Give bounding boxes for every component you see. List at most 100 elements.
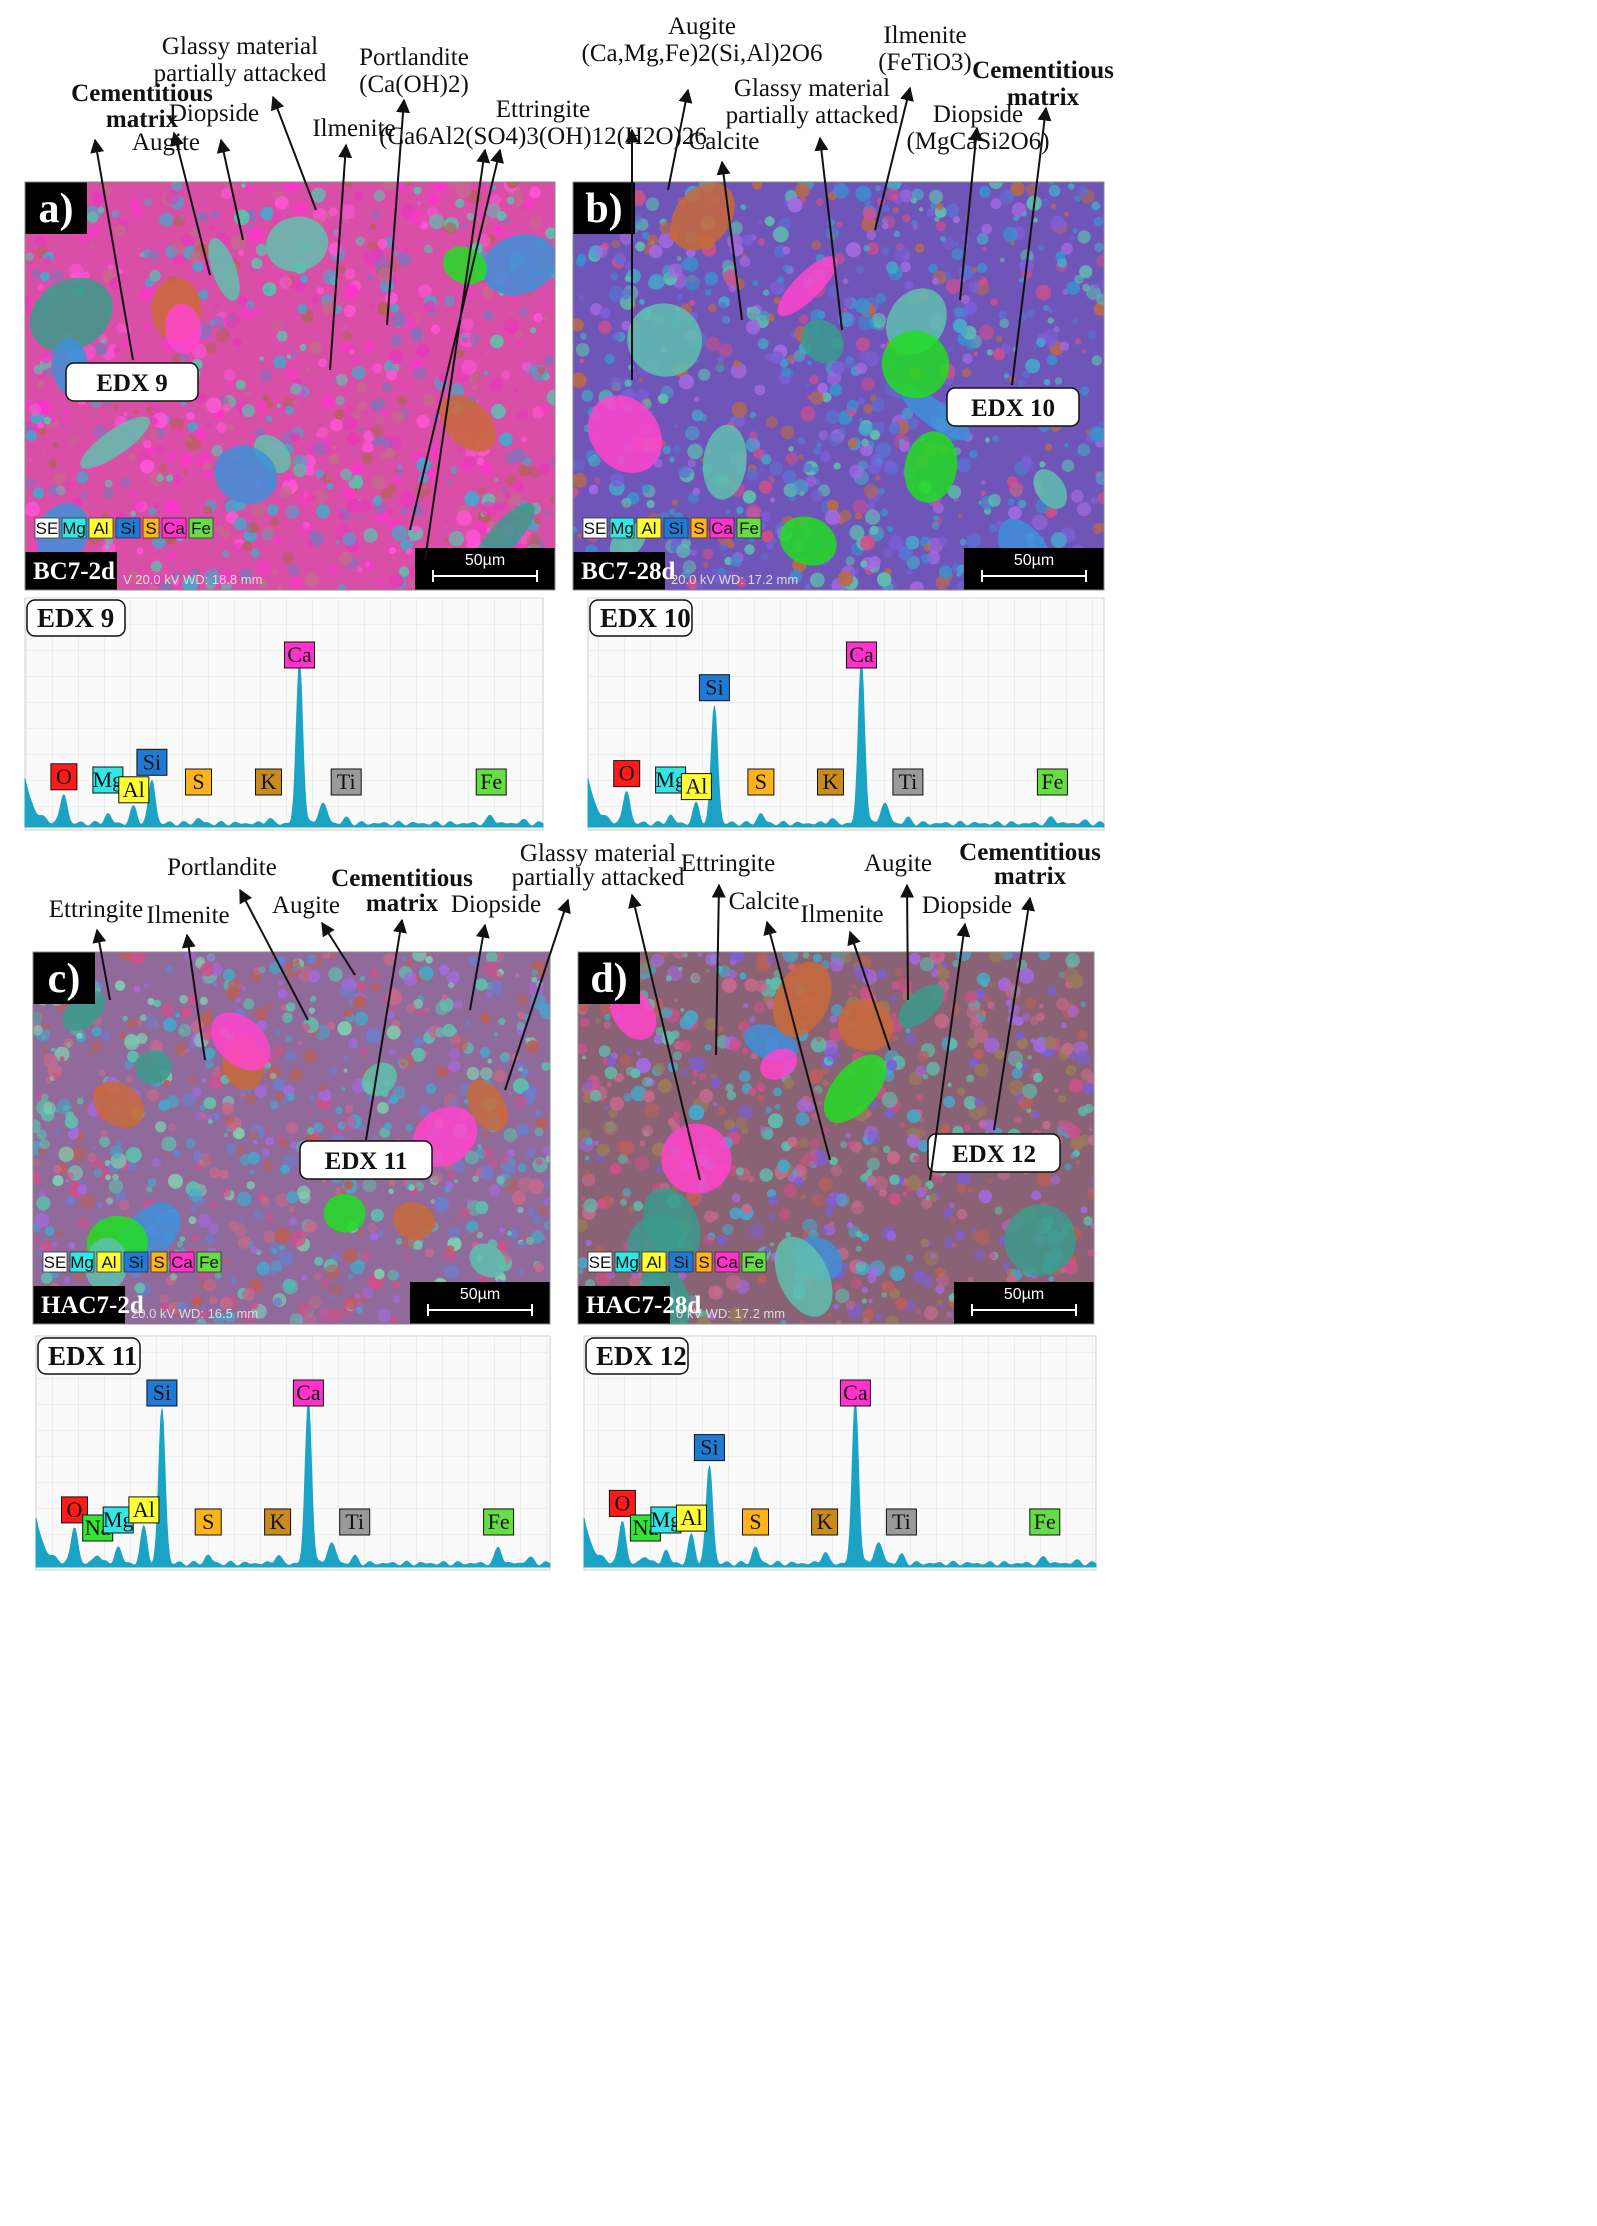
- scale-bar-label: 50µm: [1014, 552, 1054, 569]
- annotation-label: Portlandite: [359, 44, 469, 71]
- annotation-label: Cementitious: [331, 865, 473, 892]
- peak-label-text: Ca: [287, 642, 312, 667]
- peak-label-text: Ti: [337, 769, 356, 794]
- legend-chip-SE: [34, 517, 60, 539]
- annotation-label: matrix: [366, 890, 439, 917]
- acquisition-info: 20.0 kV WD: 17.2 mm: [671, 572, 798, 587]
- acquisition-info: 20.0 kV WD: 16.5 mm: [131, 1306, 258, 1321]
- legend-label-Fe: Fe: [199, 1253, 219, 1272]
- annotation-label: Portlandite: [167, 854, 277, 881]
- arrows-layer: [90, 86, 1052, 1181]
- edx-spectrum-2: EDX 10 O Mg Al Si S K Ca Ti Fe: [587, 597, 1105, 831]
- sem-panel-a: a) SE Mg Al Si S Ca Fe BC7-2d V 20.0 kV WD: 18.8 …: [24, 181, 556, 591]
- annotation-arrow: [321, 921, 356, 976]
- legend-label-Al: Al: [646, 1253, 661, 1272]
- peak-label-text: S: [749, 1509, 761, 1534]
- legend-label-Mg: Mg: [70, 1253, 94, 1272]
- legend-chip-Ca: [709, 517, 735, 539]
- legend-label-SE: SE: [589, 1253, 612, 1272]
- legend-chip-Al: [96, 1251, 122, 1273]
- peak-label-Fe: Fe: [483, 1508, 515, 1536]
- legend-label-Fe: Fe: [744, 1253, 764, 1272]
- peak-label-text: O: [614, 1490, 630, 1515]
- spectrum-curve: [35, 1401, 551, 1568]
- annotation-arrow: [667, 88, 693, 191]
- legend-label-SE: SE: [44, 1253, 67, 1272]
- annotation-label: Ilmenite: [800, 901, 883, 928]
- annotation-arrow: [90, 138, 134, 361]
- peak-label-Mg: Mg: [655, 766, 687, 794]
- peak-label-O: O: [50, 763, 78, 791]
- scale-bar-label: 50µm: [465, 552, 505, 569]
- legend-label-Ca: Ca: [711, 519, 733, 538]
- annotation-label: Diopside: [451, 891, 541, 918]
- legend-chip-SE: [587, 1251, 613, 1273]
- spectrum-curve: [24, 663, 544, 828]
- peak-label-text: Fe: [488, 1509, 510, 1534]
- annotation-label: Diopside: [922, 892, 1012, 919]
- peak-label-text: K: [261, 769, 277, 794]
- annotation-arrow: [929, 922, 971, 1181]
- annotation-label: Augite: [864, 850, 932, 877]
- annotation-arrow: [92, 928, 111, 1001]
- annotation-arrow: [959, 126, 983, 301]
- annotation-arrow: [763, 920, 831, 1161]
- peak-label-text: K: [270, 1509, 286, 1534]
- legend-chip-Ca: [169, 1251, 195, 1273]
- peak-label-Si: Si: [693, 1434, 725, 1462]
- legend-chip-Fe: [196, 1251, 222, 1273]
- legend-label-S: S: [693, 519, 704, 538]
- legend-chip-Mg: [609, 517, 635, 539]
- peak-label-Si: Si: [136, 748, 168, 776]
- legend-chip-Si: [663, 517, 689, 539]
- peak-label-text: Ti: [892, 1509, 911, 1534]
- spectrum-title: EDX 12: [596, 1341, 687, 1371]
- peak-label-O: O: [613, 760, 641, 788]
- edx-spectrum-1: EDX 9 O Mg Al Si S K Ca Ti Fe: [24, 597, 544, 831]
- legend-label-S: S: [698, 1253, 709, 1272]
- legend-chip-Mg: [614, 1251, 640, 1273]
- element-legend: SE Mg Al Si S Ca Fe: [42, 1251, 222, 1273]
- annotation-label: Augite: [272, 892, 340, 919]
- peak-label-K: K: [255, 768, 282, 796]
- annotation-label: partially attacked: [726, 102, 899, 129]
- peak-label-text: Si: [700, 1435, 718, 1460]
- edx-point-label: EDX 10: [946, 387, 1080, 427]
- legend-chip-Al: [88, 517, 114, 539]
- legend-chip-S: [690, 517, 708, 539]
- legend-chip-Fe: [736, 517, 762, 539]
- legend-label-Si: Si: [128, 1253, 143, 1272]
- peak-label-Ca: Ca: [284, 641, 315, 669]
- peak-label-text: Si: [143, 749, 161, 774]
- peak-label-O: O: [608, 1489, 636, 1517]
- annotation-label: Ilmenite: [883, 22, 966, 49]
- annotation-label: Diopside: [169, 100, 259, 127]
- peak-label-K: K: [817, 768, 844, 796]
- annotation-label: Augite: [668, 13, 736, 40]
- annotation-label: Glassy material: [734, 75, 890, 102]
- peak-label-text: Si: [705, 675, 723, 700]
- peak-label-text: Al: [123, 777, 145, 802]
- peak-label-text: Al: [133, 1497, 155, 1522]
- peak-label-text: Al: [681, 1505, 703, 1530]
- scale-bar-box: [964, 548, 1104, 590]
- panel-letter: a): [39, 186, 74, 232]
- peak-label-Al: Al: [680, 773, 712, 801]
- peak-label-text: Mg: [93, 767, 124, 792]
- scale-bar-label: 50µm: [460, 1286, 500, 1303]
- legend-chip-SE: [42, 1251, 68, 1273]
- edx-point-label: EDX 9: [65, 362, 199, 402]
- legend-chip-S: [142, 517, 160, 539]
- annotation-arrow: [711, 883, 726, 1056]
- peak-label-text: Mg: [103, 1507, 134, 1532]
- legend-chip-Fe: [741, 1251, 767, 1273]
- peak-label-S: S: [742, 1508, 769, 1536]
- peak-label-text: Ca: [849, 642, 874, 667]
- legend-chip-Al: [641, 1251, 667, 1273]
- panel-letter: d): [590, 956, 627, 1002]
